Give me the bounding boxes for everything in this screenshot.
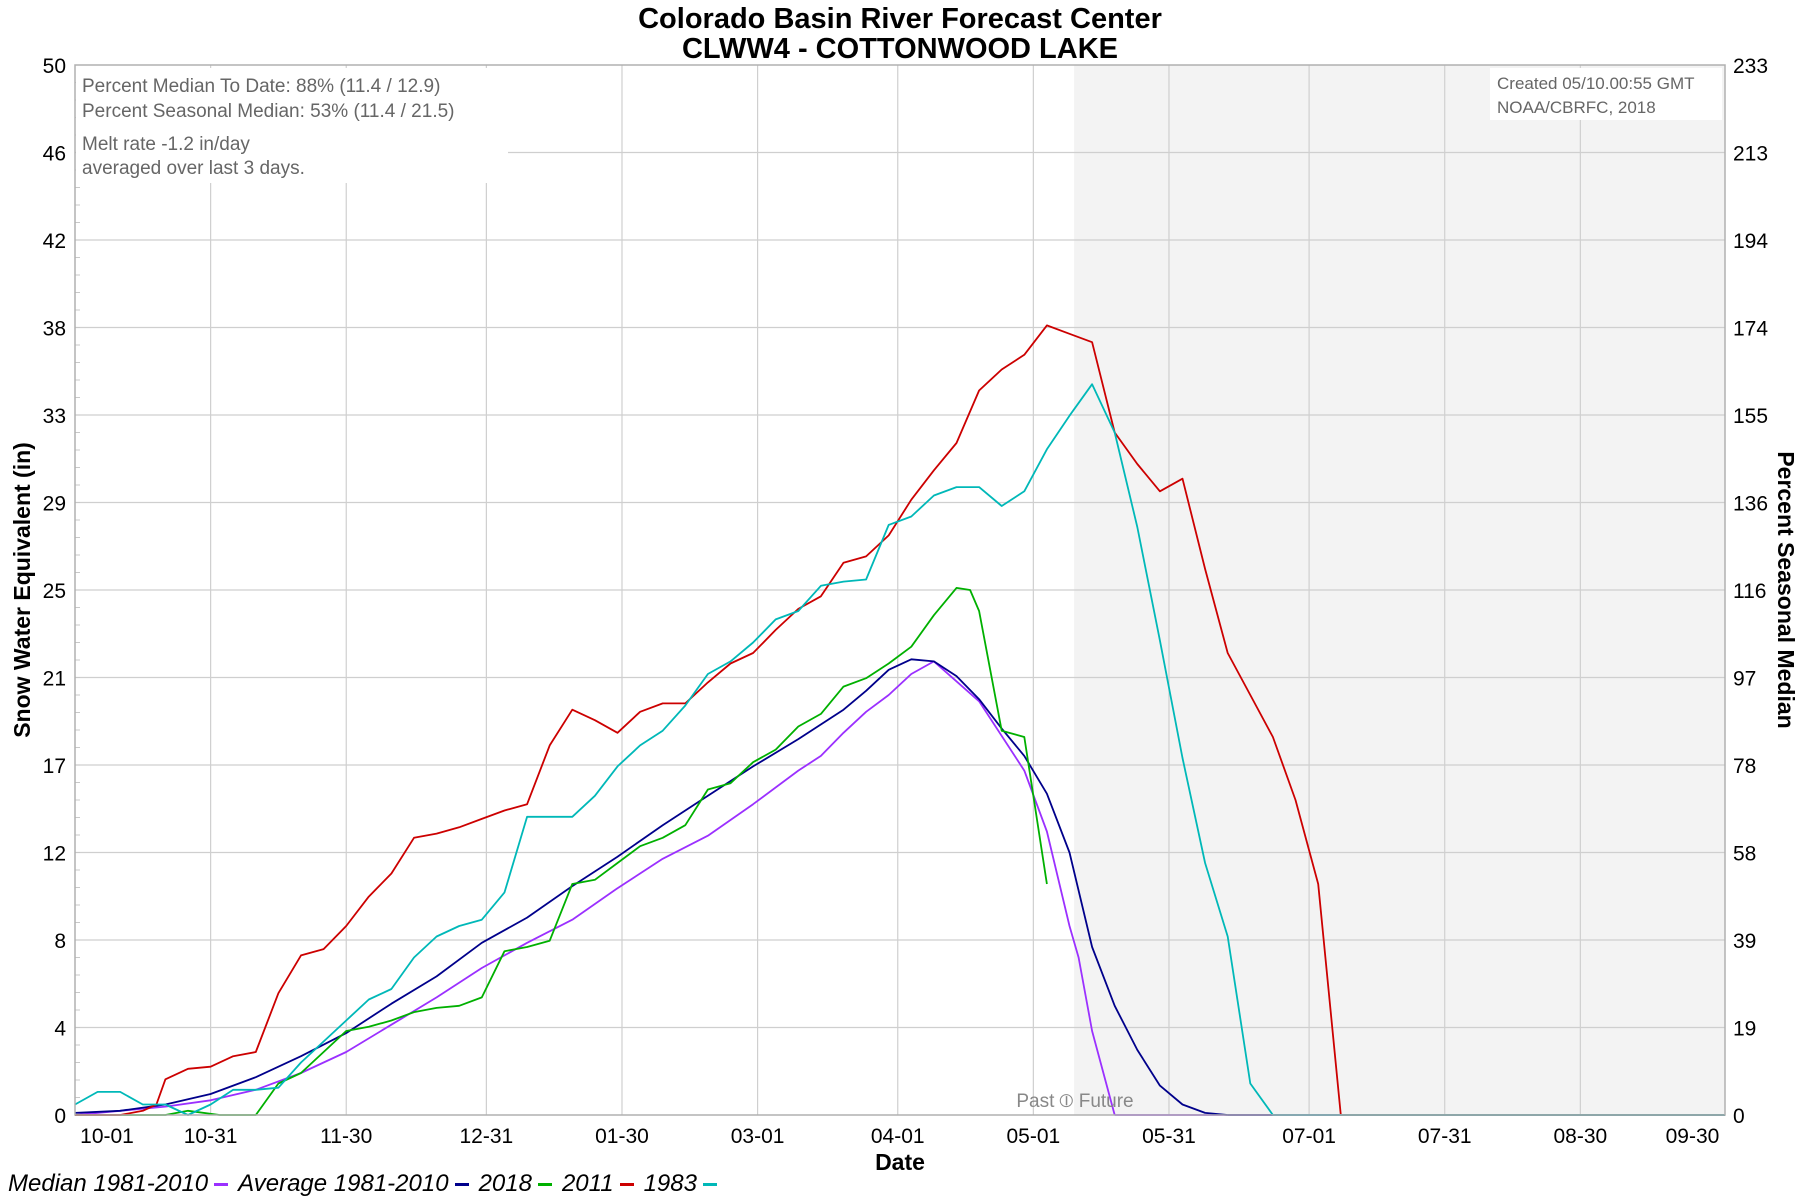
legend-swatch — [619, 1183, 634, 1187]
created-source: NOAA/CBRFC, 2018 — [1497, 98, 1656, 117]
y-tick-label: 50 — [43, 55, 66, 78]
created-timestamp: Created 05/10.00:55 GMT — [1497, 74, 1695, 93]
info-box: Percent Median To Date: 88% (11.4 / 12.9… — [76, 68, 508, 183]
y-axis-label-right: Percent Seasonal Median — [1773, 451, 1799, 728]
x-tick-label: 10-31 — [184, 1125, 238, 1148]
chart-title: Colorado Basin River Forecast Center — [638, 3, 1162, 35]
y-tick-label: 21 — [43, 668, 66, 691]
x-tick-label: 08-30 — [1553, 1125, 1607, 1148]
x-tick-label: 10-01 — [80, 1125, 134, 1148]
x-tick-label: 05-01 — [1006, 1125, 1060, 1148]
chart-subtitle: CLWW4 - COTTONWOOD LAKE — [682, 33, 1118, 65]
x-tick-label: 09-30 — [1666, 1125, 1720, 1148]
legend-label: 1983 — [643, 1170, 697, 1197]
y-tick-label: 4 — [54, 1018, 66, 1041]
series-line-2 — [75, 587, 1048, 1116]
info-percent-median-to-date: Percent Median To Date: 88% (11.4 / 12.9… — [82, 76, 440, 97]
x-tick-label: 07-01 — [1282, 1125, 1336, 1148]
series-line-4 — [74, 383, 1319, 1116]
x-tick-label: 04-01 — [871, 1125, 925, 1148]
y-tick-label-right: 19 — [1733, 1018, 1756, 1041]
y-tick-label-right: 194 — [1733, 230, 1768, 253]
y-tick-label-right: 116 — [1733, 580, 1766, 603]
x-tick-label: 07-31 — [1418, 1125, 1472, 1148]
x-tick-label: 05-31 — [1142, 1125, 1196, 1148]
info-percent-seasonal-median: Percent Seasonal Median: 53% (11.4 / 21.… — [82, 101, 455, 122]
legend-label: 2011 — [561, 1170, 614, 1197]
series-line-3 — [75, 324, 1342, 1116]
y-tick-label: 25 — [43, 580, 66, 603]
legend-label: 2018 — [478, 1170, 532, 1197]
y-tick-label: 38 — [43, 318, 66, 341]
legend-item: 1983 — [644, 1170, 717, 1198]
y-tick-label-right: 58 — [1733, 843, 1756, 866]
y-tick-label: 33 — [43, 405, 66, 428]
legend-swatch — [454, 1183, 469, 1187]
x-tick-label: 12-31 — [460, 1125, 514, 1148]
info-melt-rate: Melt rate -1.2 in/day — [82, 134, 250, 155]
x-tick-label: 03-01 — [731, 1125, 785, 1148]
past-future-label: Past ⦶ Future — [1016, 1091, 1133, 1112]
y-tick-label-right: 97 — [1733, 668, 1756, 691]
y-tick-label: 12 — [43, 843, 66, 866]
legend: Median 1981-2010 Average 1981-2010 2018 201… — [8, 1170, 727, 1198]
legend-item: Median 1981-2010 — [8, 1170, 229, 1198]
y-axis-label: Snow Water Equivalent (in) — [9, 442, 35, 738]
y-tick-label-right: 78 — [1733, 755, 1756, 778]
info-melt-average: averaged over last 3 days. — [82, 158, 305, 179]
x-tick-label: 01-30 — [595, 1125, 649, 1148]
legend-swatch — [537, 1183, 552, 1187]
legend-item: Average 1981-2010 — [238, 1170, 469, 1198]
x-tick-label: 11-30 — [320, 1125, 372, 1148]
legend-item: 2011 — [562, 1170, 634, 1198]
y-tick-label-right: 213 — [1733, 143, 1768, 166]
legend-label: Median 1981-2010 — [8, 1170, 209, 1197]
y-tick-label-right: 233 — [1733, 55, 1768, 78]
x-axis-label: Date — [875, 1149, 925, 1175]
y-tick-label: 42 — [43, 230, 66, 253]
y-tick-label: 0 — [54, 1105, 66, 1128]
y-tick-label-right: 174 — [1733, 318, 1768, 341]
legend-item: 2018 — [479, 1170, 552, 1198]
y-tick-label-right: 136 — [1733, 493, 1768, 516]
plot-frame — [74, 64, 1726, 1116]
created-box: Created 05/10.00:55 GMT NOAA/CBRFC, 2018 — [1490, 68, 1722, 120]
y-tick-label-right: 155 — [1733, 405, 1768, 428]
series-line-1 — [74, 658, 1228, 1116]
y-tick-label-right: 0 — [1733, 1105, 1745, 1128]
y-tick-label-right: 39 — [1733, 930, 1756, 953]
y-tick-label: 17 — [43, 755, 66, 778]
y-tick-label: 8 — [54, 930, 66, 953]
legend-swatch — [214, 1183, 229, 1187]
legend-swatch — [702, 1183, 717, 1187]
y-tick-label: 46 — [43, 143, 66, 166]
legend-label: Average 1981-2010 — [238, 1170, 449, 1197]
y-tick-label: 29 — [43, 493, 66, 516]
